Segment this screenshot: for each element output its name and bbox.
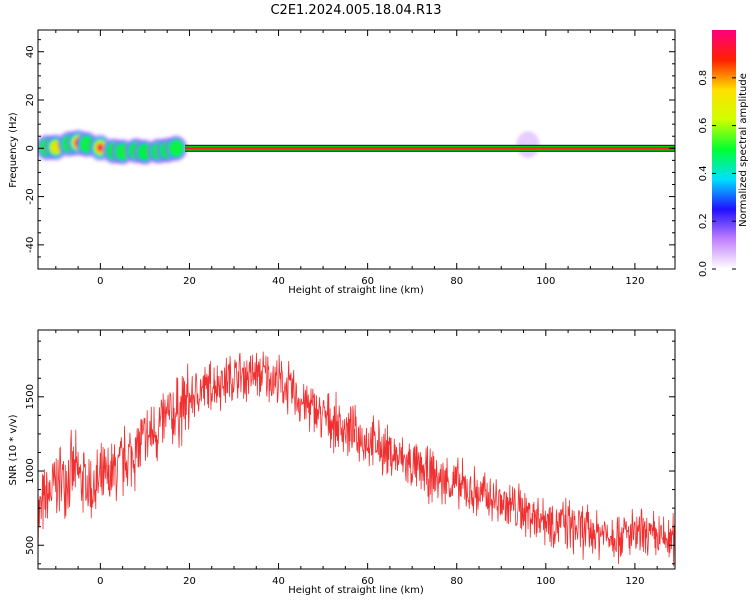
- snr-panel: 0 20 40 60 80 100 120 500 1000 1500 Height of str…: [8, 329, 676, 596]
- colorbar-tick-label: 0.6: [698, 118, 709, 134]
- spectrogram-ylabel: Frequency (Hz): [8, 112, 19, 188]
- colorbar-tick-label: 0.2: [698, 213, 709, 229]
- snr-plot-area: [38, 351, 675, 567]
- x-tick-label: 80: [450, 576, 463, 587]
- snr-frame: [37, 329, 676, 570]
- spectrogram-ticks: 0 20 40 60 80 100 120 -40 -20 0 20 40: [25, 30, 675, 287]
- y-tick-label: -20: [25, 188, 36, 204]
- colorbar-tick-label: 0.0: [698, 261, 709, 277]
- spectrogram-xlabel: Height of straight line (km): [288, 285, 424, 296]
- carrier-line: [185, 147, 675, 150]
- x-tick-label: 120: [625, 576, 644, 587]
- y-tick-label: 1500: [25, 384, 36, 409]
- colorbar-tick-label: 0.8: [698, 70, 709, 86]
- x-tick-label: 100: [536, 576, 555, 587]
- x-tick-label: 20: [183, 576, 196, 587]
- x-tick-label: 0: [97, 576, 103, 587]
- y-tick-label: 40: [25, 45, 36, 58]
- snr-series-line: [38, 351, 675, 567]
- colorbar: 0.0 0.2 0.4 0.6 0.8 Normalized spectral ampl…: [698, 30, 749, 277]
- x-tick-label: 60: [361, 576, 374, 587]
- colorbar-ticks: 0.0 0.2 0.4 0.6 0.8: [698, 70, 736, 277]
- spectral-blob: [164, 135, 188, 162]
- snr-ticks: 0 20 40 60 80 100 120 500 1000 1500: [25, 330, 675, 587]
- y-tick-label: -40: [25, 237, 36, 253]
- figure-title: C2E1.2024.005.18.04.R13: [270, 3, 441, 18]
- x-tick-label: 100: [536, 276, 555, 287]
- snr-xlabel: Height of straight line (km): [288, 585, 424, 596]
- colorbar-label: Normalized spectral amplitude: [738, 73, 749, 227]
- y-tick-label: 500: [25, 536, 36, 555]
- x-tick-label: 120: [625, 276, 644, 287]
- x-tick-label: 40: [272, 576, 285, 587]
- spectrogram-frame: [37, 29, 676, 270]
- y-tick-label: 20: [25, 94, 36, 107]
- colorbar-gradient: [712, 30, 736, 269]
- snr-ylabel: SNR (10 * v/v): [8, 414, 19, 485]
- spectrogram-panel: 0 20 40 60 80 100 120 -40 -20 0 20 40 Height of str…: [8, 29, 676, 296]
- y-tick-label: 1000: [25, 458, 36, 483]
- x-tick-label: 20: [183, 276, 196, 287]
- spectrogram-plot-area: [38, 129, 675, 166]
- x-tick-label: 40: [272, 276, 285, 287]
- x-tick-label: 0: [97, 276, 103, 287]
- x-tick-label: 60: [361, 276, 374, 287]
- y-tick-label: 0: [25, 145, 36, 151]
- colorbar-tick-label: 0.4: [698, 165, 709, 181]
- spectral-blob: [516, 131, 540, 158]
- x-tick-label: 80: [450, 276, 463, 287]
